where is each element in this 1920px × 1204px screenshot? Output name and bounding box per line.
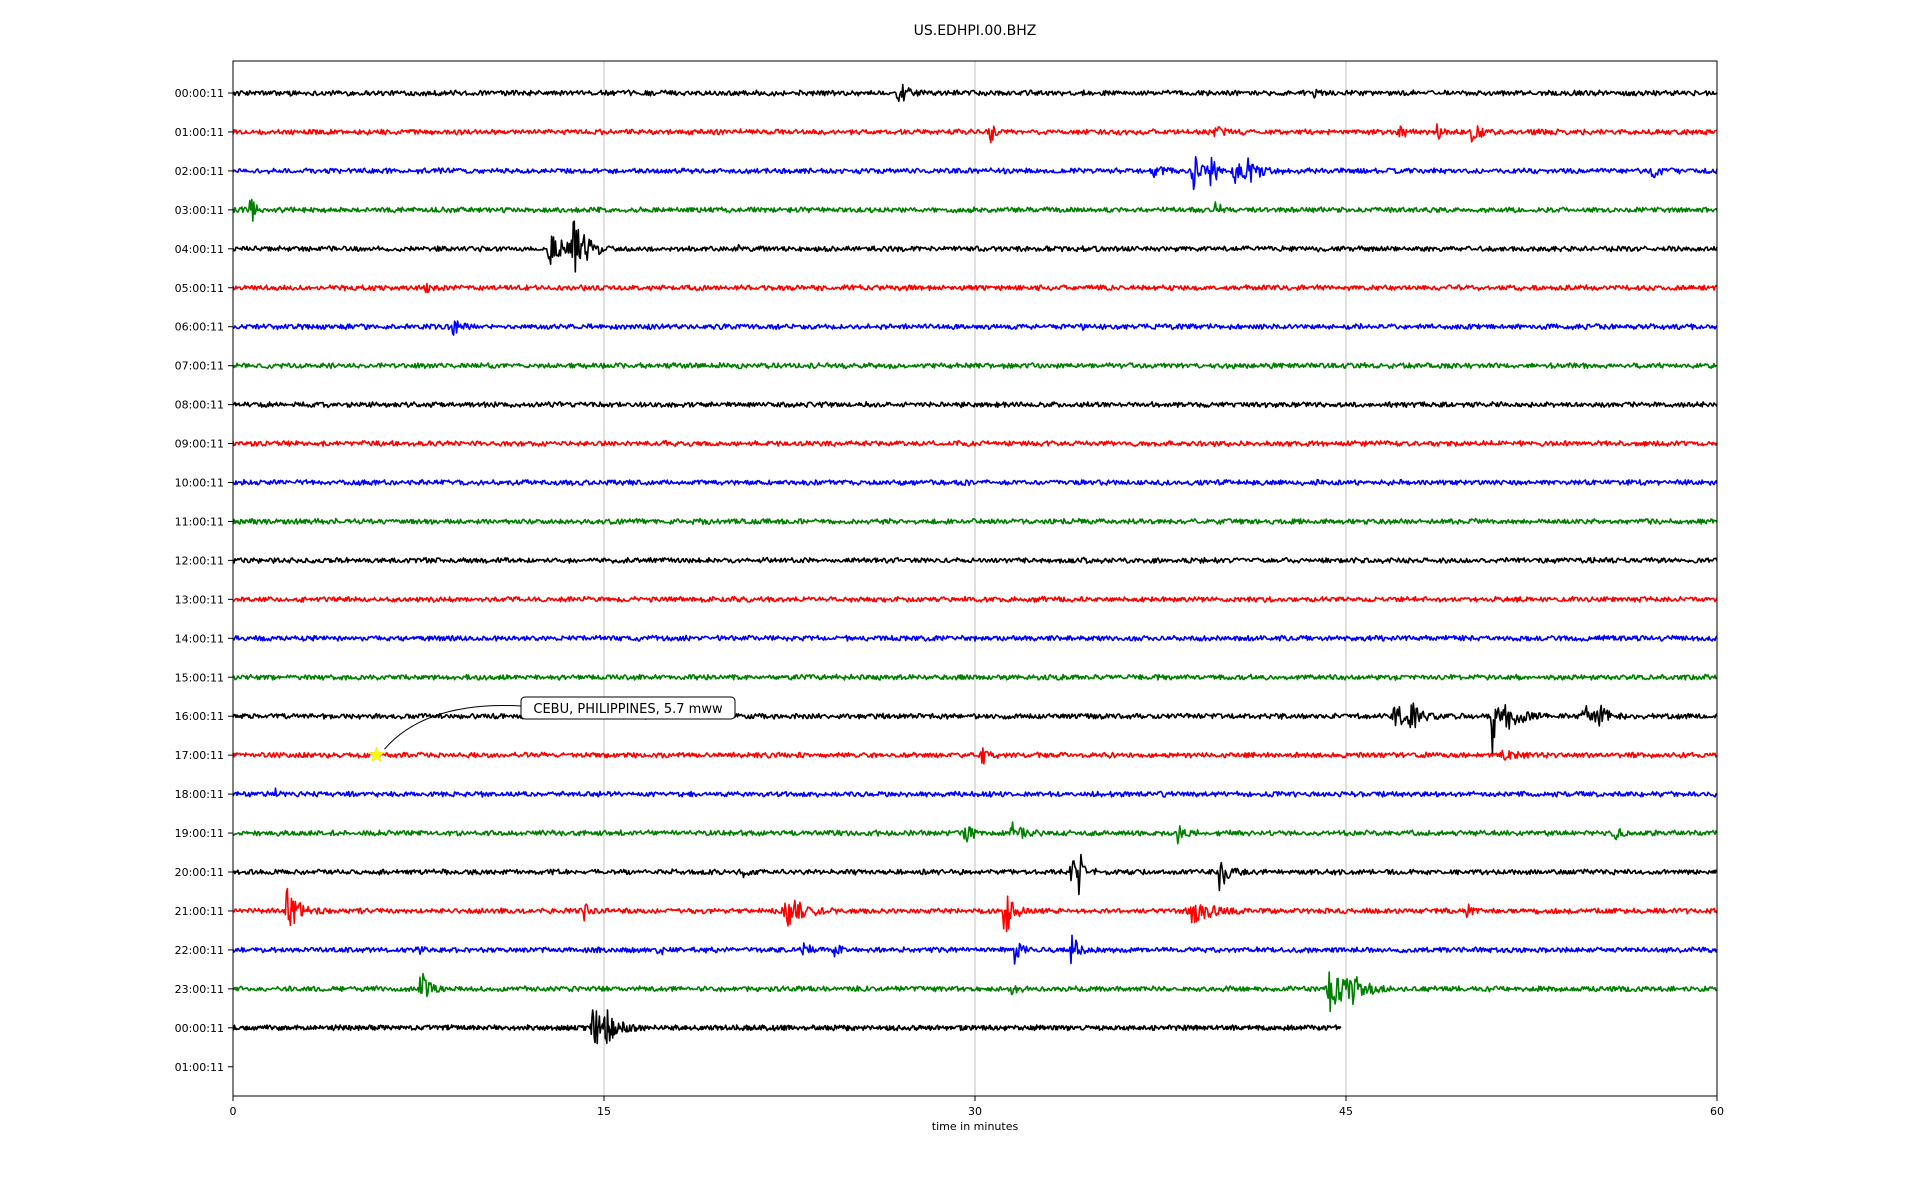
y-tick-label: 19:00:11 — [175, 827, 224, 840]
y-tick-label: 13:00:11 — [175, 593, 224, 606]
trace-row-2 — [232, 156, 1718, 191]
trace-row-5 — [232, 282, 1718, 294]
trace-row-22 — [232, 934, 1718, 965]
y-tick-label: 06:00:11 — [175, 321, 224, 334]
y-tick-label: 18:00:11 — [175, 788, 224, 801]
x-axis-label: time in minutes — [932, 1120, 1019, 1133]
y-tick-label: 11:00:11 — [175, 515, 224, 528]
y-tick-label: 00:00:11 — [175, 1022, 224, 1035]
y-tick-label: 21:00:11 — [175, 905, 224, 918]
annotation-box — [520, 696, 736, 720]
y-tick-label: 04:00:11 — [175, 243, 224, 256]
trace-row-11 — [232, 517, 1718, 526]
y-tick-label: 12:00:11 — [175, 554, 224, 567]
y-tick-label: 20:00:11 — [175, 866, 224, 879]
trace-row-1 — [232, 123, 1718, 144]
trace-row-10 — [232, 478, 1718, 487]
x-tick-label: 30 — [968, 1105, 982, 1118]
y-tick-label: 14:00:11 — [175, 632, 224, 645]
trace-row-6 — [232, 320, 1718, 336]
trace-row-7 — [232, 362, 1718, 370]
y-tick-label: 10:00:11 — [175, 477, 224, 490]
y-tick-label: 03:00:11 — [175, 204, 224, 217]
chart-title: US.EDHPI.00.BHZ — [914, 23, 1037, 39]
trace-row-21 — [232, 887, 1718, 933]
trace-row-8 — [232, 401, 1718, 409]
y-tick-label: 01:00:11 — [175, 126, 224, 139]
x-tick-label: 60 — [1710, 1105, 1724, 1118]
y-tick-label: 09:00:11 — [175, 438, 224, 451]
event-star-marker — [368, 746, 385, 763]
y-tick-label: 23:00:11 — [175, 983, 224, 996]
y-tick-label: 16:00:11 — [175, 710, 224, 723]
trace-row-19 — [232, 821, 1718, 845]
trace-row-9 — [232, 439, 1718, 448]
annotation-arrow — [384, 705, 522, 750]
y-tick-label: 17:00:11 — [175, 749, 224, 762]
trace-row-18 — [232, 787, 1718, 798]
trace-row-15 — [232, 673, 1718, 681]
y-tick-label: 01:00:11 — [175, 1061, 224, 1074]
trace-row-16 — [232, 702, 1718, 755]
trace-row-17 — [232, 747, 1718, 765]
x-tick-label: 15 — [597, 1105, 611, 1118]
x-tick-label: 0 — [230, 1105, 237, 1118]
annotation-label: CEBU, PHILIPPINES, 5.7 mww — [533, 702, 723, 717]
trace-row-3 — [232, 198, 1718, 222]
y-tick-label: 08:00:11 — [175, 399, 224, 412]
trace-row-0 — [232, 83, 1718, 103]
y-tick-label: 07:00:11 — [175, 360, 224, 373]
y-tick-label: 02:00:11 — [175, 165, 224, 178]
trace-row-13 — [232, 595, 1718, 603]
y-tick-label: 00:00:11 — [175, 87, 224, 100]
trace-row-23 — [232, 971, 1718, 1013]
y-tick-label: 05:00:11 — [175, 282, 224, 295]
trace-row-4 — [232, 220, 1718, 273]
trace-row-12 — [232, 556, 1718, 564]
y-tick-label: 22:00:11 — [175, 944, 224, 957]
trace-row-24 — [232, 1009, 1342, 1045]
trace-row-14 — [232, 634, 1718, 642]
y-tick-label: 15:00:11 — [175, 671, 224, 684]
x-tick-label: 45 — [1339, 1105, 1353, 1118]
trace-row-20 — [232, 853, 1718, 896]
